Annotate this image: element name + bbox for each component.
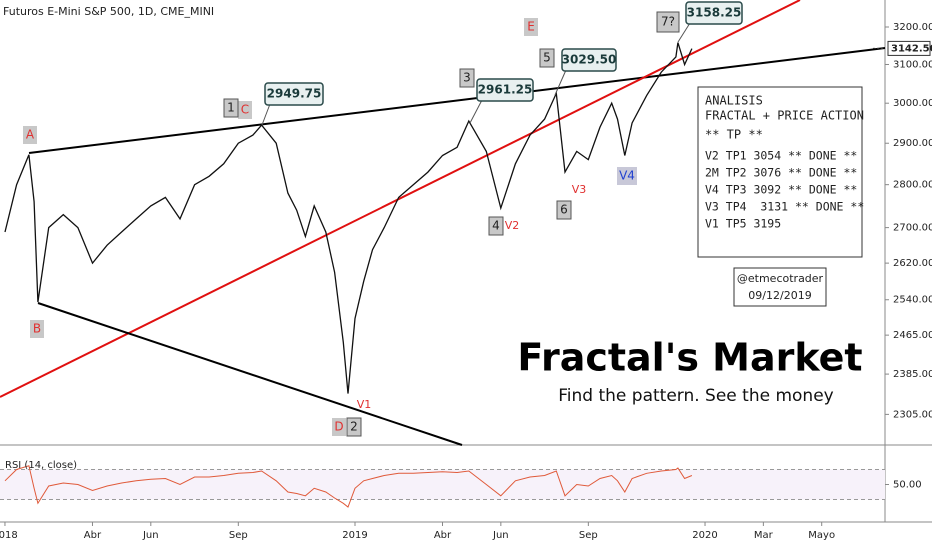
x-tick-label: Abr bbox=[84, 530, 102, 541]
callout-pointer bbox=[469, 99, 483, 124]
callout-pointer bbox=[261, 103, 271, 126]
y-tick-label: 2620.00 bbox=[893, 258, 932, 269]
rsi-line bbox=[4, 465, 693, 508]
rsi-band bbox=[0, 469, 885, 500]
callout-box bbox=[685, 1, 743, 25]
wave-label: D bbox=[334, 420, 343, 434]
label-box bbox=[238, 101, 252, 119]
author: @etmecotrader bbox=[737, 272, 824, 285]
wave-label: V2 bbox=[505, 219, 520, 232]
y-tick-label: 2540.00 bbox=[893, 295, 932, 306]
analysis-line: ** TP ** bbox=[705, 128, 763, 142]
analysis-line: V1 TP5 3195 bbox=[705, 217, 781, 231]
author-frame bbox=[733, 267, 827, 307]
label-box bbox=[30, 320, 44, 338]
rsi-y-tick-label: 50.00 bbox=[893, 480, 922, 491]
brand-slogan: Find the pattern. See the money bbox=[558, 386, 833, 406]
x-tick-label: Mar bbox=[754, 530, 774, 541]
callout-text: 3029.50 bbox=[562, 53, 617, 67]
wave-label: 7? bbox=[661, 15, 675, 29]
label-box bbox=[223, 98, 239, 118]
y-tick-label: 2900.00 bbox=[893, 138, 932, 149]
date-note: 09/12/2019 bbox=[748, 289, 811, 302]
label-box bbox=[556, 200, 572, 220]
analysis-box: ANALISIS FRACTAL + PRICE ACTION ** TP **… bbox=[697, 86, 864, 307]
label-box bbox=[23, 126, 37, 144]
wave-label: 4 bbox=[492, 219, 500, 233]
chart-title: Futuros E-Mini S&P 500, 1D, CME_MINI bbox=[3, 5, 214, 18]
label-box bbox=[524, 18, 538, 36]
wave-label: 3 bbox=[463, 71, 471, 85]
x-tick-label: Abr bbox=[434, 530, 452, 541]
callout-box bbox=[476, 78, 534, 102]
label-box bbox=[617, 167, 637, 185]
x-tick-label: 2020 bbox=[692, 530, 717, 541]
label-box bbox=[332, 418, 346, 436]
x-tick-label: 2018 bbox=[0, 530, 18, 541]
wave-label: E bbox=[527, 20, 535, 34]
plot-layer: 3200.00 3100.00 3000.00 2900.00 2800.00 2700.… bbox=[0, 22, 932, 541]
callout-box bbox=[264, 82, 324, 106]
analysis-line: 2M TP2 3076 ** DONE ** bbox=[705, 166, 857, 180]
price-line bbox=[4, 42, 693, 394]
wave-label: C bbox=[241, 103, 249, 117]
y-tick-label: 2700.00 bbox=[893, 223, 932, 234]
analysis-line: FRACTAL + PRICE ACTION bbox=[705, 109, 864, 123]
wave-label: V1 bbox=[357, 398, 372, 411]
rsi-label: RSI (14, close) bbox=[5, 460, 77, 471]
x-tick-label: 2019 bbox=[342, 530, 367, 541]
analysis-line: V3 TP4 3131 ** DONE ** bbox=[705, 200, 864, 214]
callout-box bbox=[561, 48, 617, 72]
x-tick-label: Mayo bbox=[808, 530, 835, 541]
callout-text: 2961.25 bbox=[478, 83, 533, 97]
upper-trend-line bbox=[28, 47, 886, 154]
wave-label: A bbox=[26, 128, 35, 142]
analysis-frame bbox=[697, 86, 863, 258]
last-price-label: 3142.50 bbox=[891, 43, 932, 54]
y-tick-label: 2465.00 bbox=[893, 330, 932, 341]
wave-labels: A B C D E 1 2 3 4 5 6 7? V1 V2 V3 V4 bbox=[23, 11, 680, 437]
analysis-line: V4 TP3 3092 ** DONE ** bbox=[705, 183, 857, 197]
wave-label: V3 bbox=[572, 183, 587, 196]
callout-pointer bbox=[677, 22, 691, 43]
wave-label: 2 bbox=[350, 420, 358, 434]
x-tick-label: Jun bbox=[492, 530, 509, 541]
callout-text: 2949.75 bbox=[267, 87, 322, 101]
x-tick-label: Sep bbox=[579, 530, 598, 541]
brand-title: Fractal's Market bbox=[517, 336, 862, 380]
y-tick-label: 2385.00 bbox=[893, 369, 932, 380]
wave-label: 6 bbox=[560, 203, 568, 217]
wave-label: V4 bbox=[619, 169, 635, 183]
y-tick-label: 2800.00 bbox=[893, 180, 932, 191]
callout-text: 3158.25 bbox=[687, 6, 742, 20]
price-callouts: 2949.75 2961.25 3029.50 3158.25 bbox=[261, 1, 743, 126]
label-box bbox=[539, 48, 555, 68]
label-box bbox=[656, 11, 680, 33]
wave-label: 1 bbox=[227, 101, 235, 115]
y-tick-label: 3200.00 bbox=[893, 22, 932, 33]
label-box bbox=[459, 68, 475, 88]
analysis-line: V2 TP1 3054 ** DONE ** bbox=[705, 149, 857, 163]
y-tick-label: 3100.00 bbox=[893, 59, 932, 70]
label-box bbox=[346, 417, 362, 437]
x-tick-label: Jun bbox=[142, 530, 159, 541]
x-tick-label: Sep bbox=[229, 530, 248, 541]
last-price-tag bbox=[887, 40, 931, 56]
label-box bbox=[488, 216, 504, 236]
y-tick-label: 3000.00 bbox=[893, 98, 932, 109]
callout-pointer bbox=[554, 69, 567, 96]
lower-trend-line bbox=[37, 302, 463, 446]
wave-label: B bbox=[33, 322, 41, 336]
analysis-line: ANALISIS bbox=[705, 94, 763, 108]
wave-label: 5 bbox=[543, 51, 551, 65]
y-tick-label: 2305.00 bbox=[893, 409, 932, 420]
